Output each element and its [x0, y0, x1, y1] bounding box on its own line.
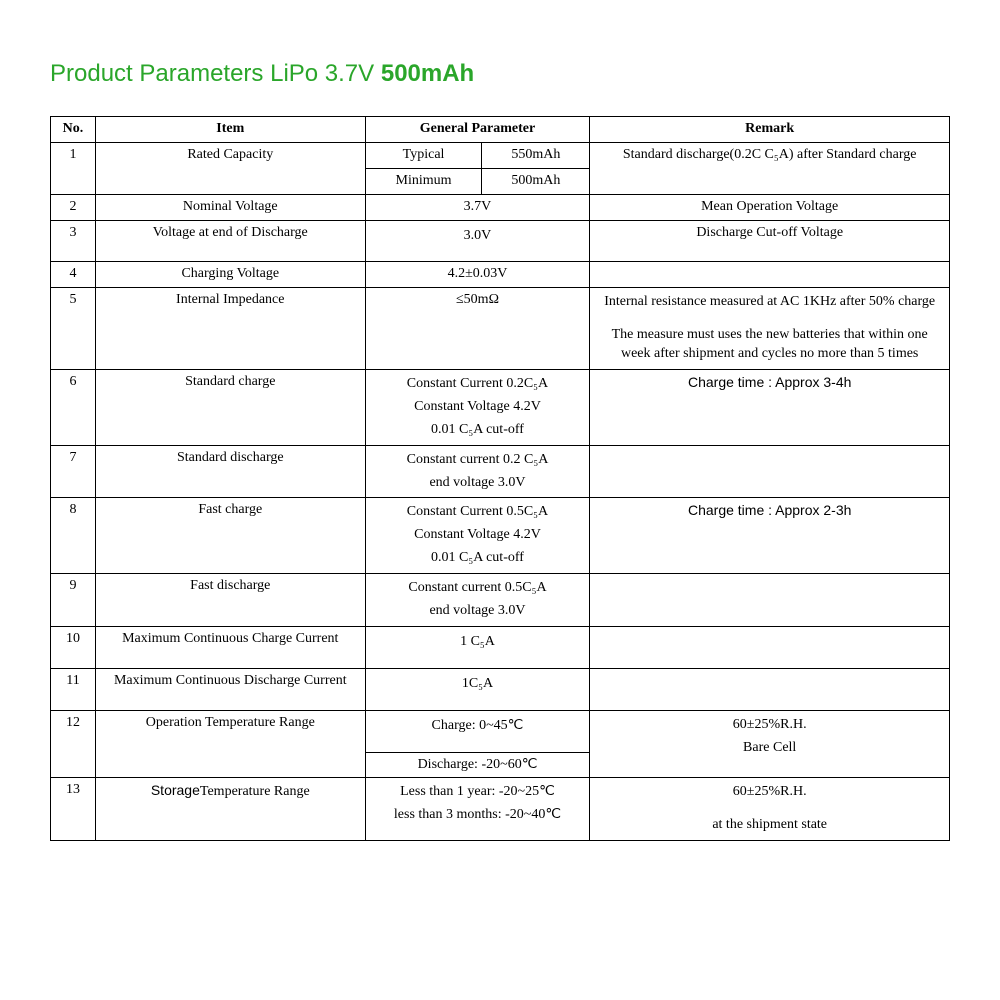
cell-remark: 60±25%R.H. Bare Cell [590, 710, 950, 778]
cell-gp: ≤50mΩ [365, 288, 590, 370]
header-gp: General Parameter [365, 117, 590, 143]
cell-gp: 1C₅A [365, 668, 590, 710]
cell-gp: 1 C₅A [365, 626, 590, 668]
header-remark: Remark [590, 117, 950, 143]
remark-line: Bare Cell [596, 737, 943, 760]
table-header-row: No. Item General Parameter Remark [51, 117, 950, 143]
remark-line: 60±25%R.H. [596, 714, 943, 737]
cell-remark: Standard discharge(0.2C C₅A) after Stand… [590, 142, 950, 194]
gp-line: 0.01 C₅A cut-off [372, 547, 584, 570]
cell-remark [590, 574, 950, 627]
parameter-table: No. Item General Parameter Remark 1 Rate… [50, 116, 950, 841]
cell-remark [590, 668, 950, 710]
title-bold: 500mAh [381, 60, 474, 87]
table-row: 9 Fast discharge Constant current 0.5C₅A… [51, 574, 950, 627]
cell-remark: Internal resistance measured at AC 1KHz … [590, 288, 950, 370]
cell-no: 11 [51, 668, 96, 710]
table-row: 13 StorageTemperature Range Less than 1 … [51, 778, 950, 841]
cell-item: Operation Temperature Range [95, 710, 365, 778]
header-item: Item [95, 117, 365, 143]
cell-remark: 60±25%R.H. at the shipment state [590, 778, 950, 841]
gp-line: Constant Current 0.5C₅A [372, 501, 584, 524]
table-row: 11 Maximum Continuous Discharge Current … [51, 668, 950, 710]
cell-gp: 3.0V [365, 220, 590, 262]
cell-gp: Typical [365, 142, 482, 168]
cell-gp: Constant current 0.2 C₅A end voltage 3.0… [365, 445, 590, 498]
cell-no: 6 [51, 370, 96, 446]
cell-gp: 3.7V [365, 194, 590, 220]
cell-item: Maximum Continuous Discharge Current [95, 668, 365, 710]
gp-line: Constant current 0.5C₅A [372, 577, 584, 600]
cell-no: 2 [51, 194, 96, 220]
cell-remark: Mean Operation Voltage [590, 194, 950, 220]
gp-line: Constant Voltage 4.2V [372, 396, 584, 419]
cell-no: 3 [51, 220, 96, 262]
remark-line: Internal resistance measured at AC 1KHz … [596, 291, 943, 314]
cell-no: 12 [51, 710, 96, 778]
cell-remark [590, 626, 950, 668]
cell-item: Standard charge [95, 370, 365, 446]
item-post: Temperature Range [200, 784, 310, 799]
table-row: 1 Rated Capacity Typical 550mAh Standard… [51, 142, 950, 168]
cell-gp: Minimum [365, 168, 482, 194]
cell-gp: Less than 1 year: -20~25℃ less than 3 mo… [365, 778, 590, 841]
cell-gp: Discharge: -20~60℃ [365, 752, 590, 778]
cell-no: 13 [51, 778, 96, 841]
gp-line: end voltage 3.0V [372, 472, 584, 495]
item-pre: Storage [151, 782, 200, 798]
header-no: No. [51, 117, 96, 143]
table-row: 3 Voltage at end of Discharge 3.0V Disch… [51, 220, 950, 262]
table-row: 6 Standard charge Constant Current 0.2C₅… [51, 370, 950, 446]
cell-no: 1 [51, 142, 96, 194]
cell-gp: 500mAh [482, 168, 590, 194]
table-row: 8 Fast charge Constant Current 0.5C₅A Co… [51, 498, 950, 574]
remark-line: The measure must uses the new batteries … [596, 324, 943, 366]
cell-gp: 550mAh [482, 142, 590, 168]
cell-no: 9 [51, 574, 96, 627]
cell-item: Internal Impedance [95, 288, 365, 370]
table-row: 4 Charging Voltage 4.2±0.03V [51, 262, 950, 288]
cell-gp: Charge: 0~45℃ [365, 710, 590, 752]
title-prefix: Product Parameters LiPo 3.7V [50, 60, 381, 87]
remark-line: at the shipment state [596, 814, 943, 837]
gp-line: end voltage 3.0V [372, 600, 584, 623]
cell-item: Rated Capacity [95, 142, 365, 194]
cell-gp: Constant Current 0.2C₅A Constant Voltage… [365, 370, 590, 446]
cell-gp: 4.2±0.03V [365, 262, 590, 288]
cell-remark: Charge time : Approx 2-3h [590, 498, 950, 574]
page-title: Product Parameters LiPo 3.7V 500mAh [50, 60, 950, 88]
gp-line: Constant Current 0.2C₅A [372, 373, 584, 396]
cell-remark [590, 262, 950, 288]
cell-item: Charging Voltage [95, 262, 365, 288]
gp-line: Constant current 0.2 C₅A [372, 449, 584, 472]
table-row: 12 Operation Temperature Range Charge: 0… [51, 710, 950, 752]
gp-line: less than 3 months: -20~40℃ [372, 804, 584, 827]
cell-item: Voltage at end of Discharge [95, 220, 365, 262]
cell-gp: Constant Current 0.5C₅A Constant Voltage… [365, 498, 590, 574]
cell-no: 4 [51, 262, 96, 288]
cell-item: Fast charge [95, 498, 365, 574]
cell-remark: Charge time : Approx 3-4h [590, 370, 950, 446]
gp-line: Constant Voltage 4.2V [372, 524, 584, 547]
cell-remark: Discharge Cut-off Voltage [590, 220, 950, 262]
cell-gp: Constant current 0.5C₅A end voltage 3.0V [365, 574, 590, 627]
cell-no: 7 [51, 445, 96, 498]
cell-no: 5 [51, 288, 96, 370]
table-row: 7 Standard discharge Constant current 0.… [51, 445, 950, 498]
table-row: 2 Nominal Voltage 3.7V Mean Operation Vo… [51, 194, 950, 220]
cell-no: 8 [51, 498, 96, 574]
cell-remark [590, 445, 950, 498]
cell-item: Maximum Continuous Charge Current [95, 626, 365, 668]
cell-no: 10 [51, 626, 96, 668]
gp-line: 0.01 C₅A cut-off [372, 419, 584, 442]
cell-item: StorageTemperature Range [95, 778, 365, 841]
gp-line: Less than 1 year: -20~25℃ [372, 781, 584, 804]
cell-item: Standard discharge [95, 445, 365, 498]
table-row: 10 Maximum Continuous Charge Current 1 C… [51, 626, 950, 668]
table-row: 5 Internal Impedance ≤50mΩ Internal resi… [51, 288, 950, 370]
remark-line: 60±25%R.H. [596, 781, 943, 804]
cell-item: Fast discharge [95, 574, 365, 627]
cell-item: Nominal Voltage [95, 194, 365, 220]
